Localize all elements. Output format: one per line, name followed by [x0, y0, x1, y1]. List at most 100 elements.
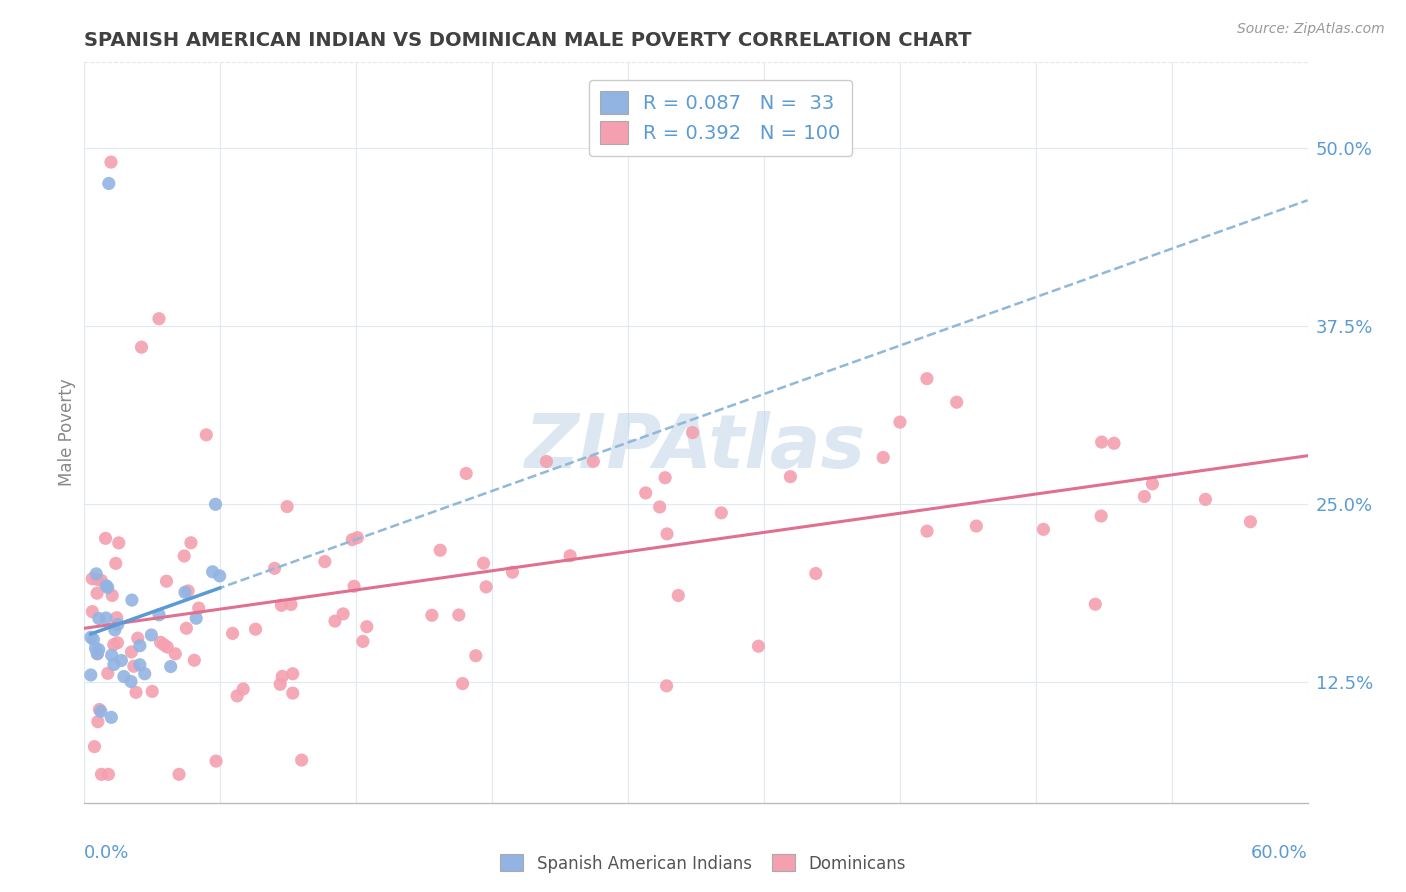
Point: [86, 647, 108, 661]
Point: [204, 497, 226, 511]
Text: SPANISH AMERICAN INDIAN VS DOMINICAN MALE POVERTY CORRELATION CHART: SPANISH AMERICAN INDIAN VS DOMINICAN MAL…: [84, 30, 972, 50]
Point: [122, 659, 145, 673]
Point: [176, 621, 198, 635]
Point: [655, 679, 678, 693]
Point: [1133, 490, 1156, 504]
Point: [205, 754, 228, 768]
Point: [149, 635, 172, 649]
Point: [634, 486, 657, 500]
Point: [100, 710, 122, 724]
Point: [682, 425, 704, 440]
Point: [90, 705, 112, 719]
Point: [195, 428, 218, 442]
Point: [1032, 522, 1054, 536]
Point: [120, 645, 142, 659]
Point: [104, 623, 127, 637]
Point: [105, 610, 128, 624]
Point: [134, 666, 156, 681]
Point: [187, 601, 209, 615]
Point: [89, 702, 111, 716]
Point: [429, 543, 451, 558]
Point: [1142, 476, 1164, 491]
Point: [582, 454, 605, 468]
Point: [804, 566, 827, 581]
Point: [100, 155, 122, 169]
Point: [536, 454, 558, 468]
Point: [889, 415, 911, 429]
Point: [1239, 515, 1261, 529]
Point: [655, 527, 678, 541]
Point: [80, 668, 103, 682]
Point: [101, 589, 124, 603]
Point: [103, 657, 125, 672]
Point: [141, 684, 163, 698]
Point: [177, 583, 200, 598]
Point: [129, 639, 152, 653]
Point: [107, 636, 129, 650]
Point: [167, 767, 190, 781]
Point: [226, 689, 249, 703]
Text: 60.0%: 60.0%: [1251, 844, 1308, 862]
Point: [148, 311, 170, 326]
Point: [82, 572, 104, 586]
Point: [90, 574, 112, 588]
Point: [183, 653, 205, 667]
Point: [314, 555, 336, 569]
Point: [323, 614, 346, 628]
Point: [94, 611, 117, 625]
Point: [1102, 436, 1125, 450]
Point: [121, 593, 143, 607]
Point: [107, 617, 129, 632]
Point: [97, 666, 120, 681]
Point: [1090, 508, 1112, 523]
Point: [201, 565, 224, 579]
Point: [96, 579, 118, 593]
Point: [245, 622, 267, 636]
Text: ZIPAtlas: ZIPAtlas: [526, 411, 866, 484]
Point: [281, 666, 304, 681]
Point: [165, 647, 187, 661]
Point: [94, 532, 117, 546]
Point: [180, 535, 202, 549]
Point: [82, 605, 104, 619]
Point: [153, 638, 176, 652]
Point: [86, 647, 108, 661]
Point: [747, 639, 769, 653]
Point: [475, 580, 498, 594]
Point: [276, 500, 298, 514]
Point: [125, 685, 148, 699]
Point: [872, 450, 894, 465]
Point: [186, 611, 208, 625]
Point: [103, 638, 125, 652]
Point: [464, 648, 486, 663]
Point: [173, 549, 195, 563]
Point: [97, 581, 120, 595]
Point: [779, 469, 801, 483]
Point: [648, 500, 671, 514]
Point: [291, 753, 314, 767]
Point: [127, 631, 149, 645]
Point: [174, 585, 197, 599]
Point: [332, 607, 354, 621]
Point: [270, 599, 292, 613]
Point: [84, 641, 107, 656]
Point: [263, 561, 285, 575]
Point: [281, 686, 304, 700]
Point: [90, 767, 112, 781]
Point: [112, 669, 135, 683]
Point: [1084, 597, 1107, 611]
Point: [87, 642, 110, 657]
Point: [107, 536, 129, 550]
Point: [343, 579, 366, 593]
Point: [86, 586, 108, 600]
Point: [356, 620, 378, 634]
Point: [128, 657, 150, 672]
Point: [83, 739, 105, 754]
Text: 0.0%: 0.0%: [84, 844, 129, 862]
Point: [208, 569, 231, 583]
Point: [110, 653, 132, 667]
Point: [352, 634, 374, 648]
Point: [87, 714, 110, 729]
Point: [156, 640, 179, 654]
Point: [131, 340, 153, 354]
